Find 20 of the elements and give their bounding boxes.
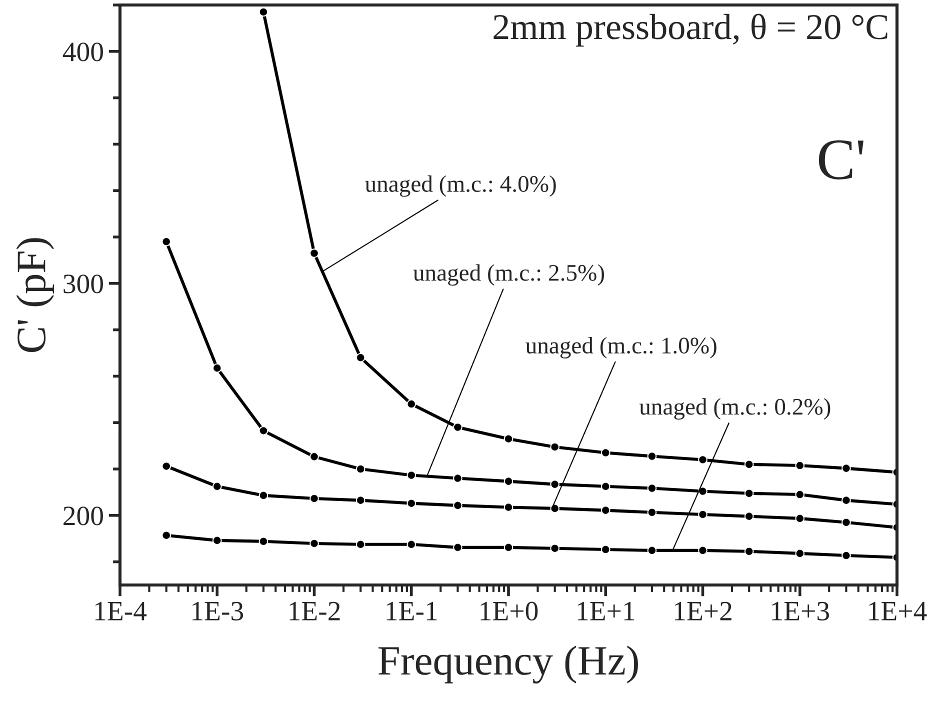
x-tick-label: 1E-3 — [192, 602, 244, 621]
y-axis-title: C' (pF) — [16, 238, 54, 352]
annotation: unaged (m.c.: 2.5%) — [413, 264, 604, 286]
x-tick-label: 1E+1 — [578, 602, 634, 620]
y-tick-label: 300 — [64, 274, 103, 294]
annotation: unaged (m.c.: 1.0%) — [526, 336, 716, 358]
x-tick-label: 1E+0 — [480, 602, 538, 621]
annotation: C' — [818, 140, 864, 180]
annotation: unaged (m.c.: 4.0%) — [365, 175, 556, 197]
x-tick-label: 1E-1 — [386, 602, 437, 620]
x-tick-label: 1E+3 — [772, 602, 829, 621]
y-tick-label: 400 — [62, 42, 103, 62]
annotation: 2mm pressboard, θ = 20 °C — [494, 14, 888, 47]
x-tick-label: 1E+4 — [869, 602, 927, 620]
x-axis-title: Frequency (Hz) — [378, 646, 638, 684]
x-tick-label: 1E-2 — [290, 602, 340, 620]
y-tick-label: 200 — [64, 506, 103, 526]
x-tick-label: 1E-4 — [95, 602, 147, 620]
annotation: unaged (m.c.: 0.2%) — [639, 398, 830, 420]
x-tick-label: 1E+2 — [674, 602, 732, 620]
